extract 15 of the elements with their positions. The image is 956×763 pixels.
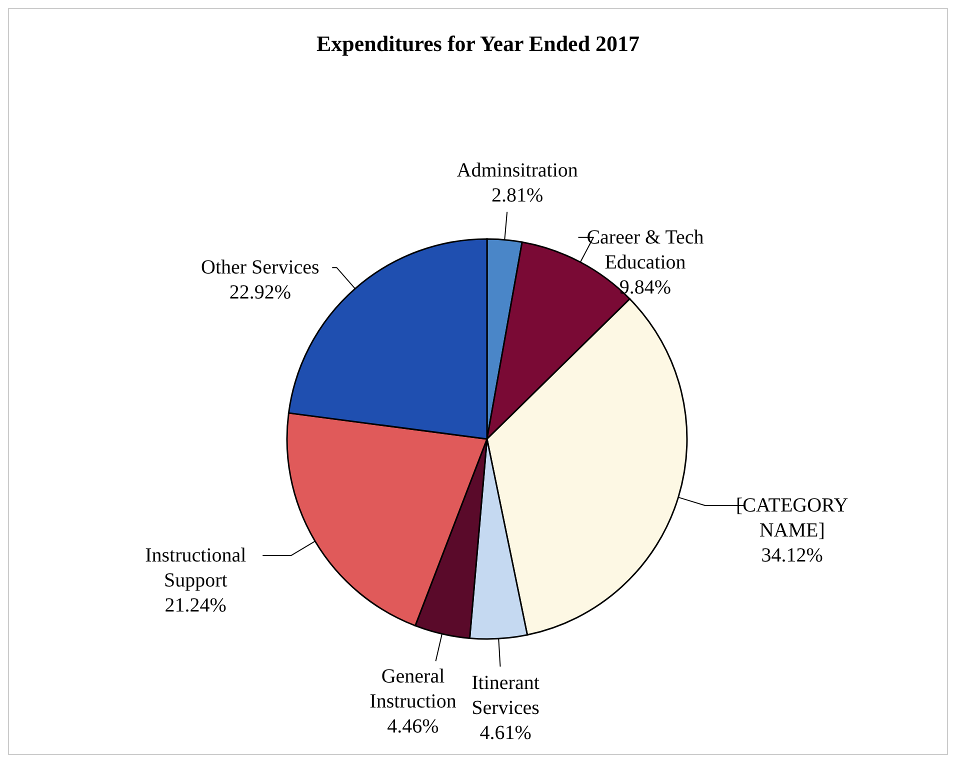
data-label: 4.61%	[480, 722, 532, 744]
slice-label: Itinerant Services	[472, 672, 540, 720]
data-label: 22.92%	[229, 282, 291, 304]
data-label: 34.12%	[761, 544, 823, 566]
slice-label: Adminsitration	[456, 160, 578, 182]
slice-label: Other Services	[201, 256, 320, 279]
data-label: 2.81%	[491, 184, 544, 206]
slice-label: General Instruction	[370, 666, 456, 713]
slice-label: Instructional Support	[145, 544, 247, 592]
slice-label: Career & Tech Education	[586, 226, 704, 274]
data-label: 9.84%	[619, 276, 672, 298]
data-label: 4.46%	[387, 716, 439, 738]
chart-title: Expenditures for Year Ended 2017	[315, 31, 641, 57]
slice-label: [CATEGORY NAME]	[736, 494, 848, 542]
data-label: 21.24%	[164, 594, 226, 617]
